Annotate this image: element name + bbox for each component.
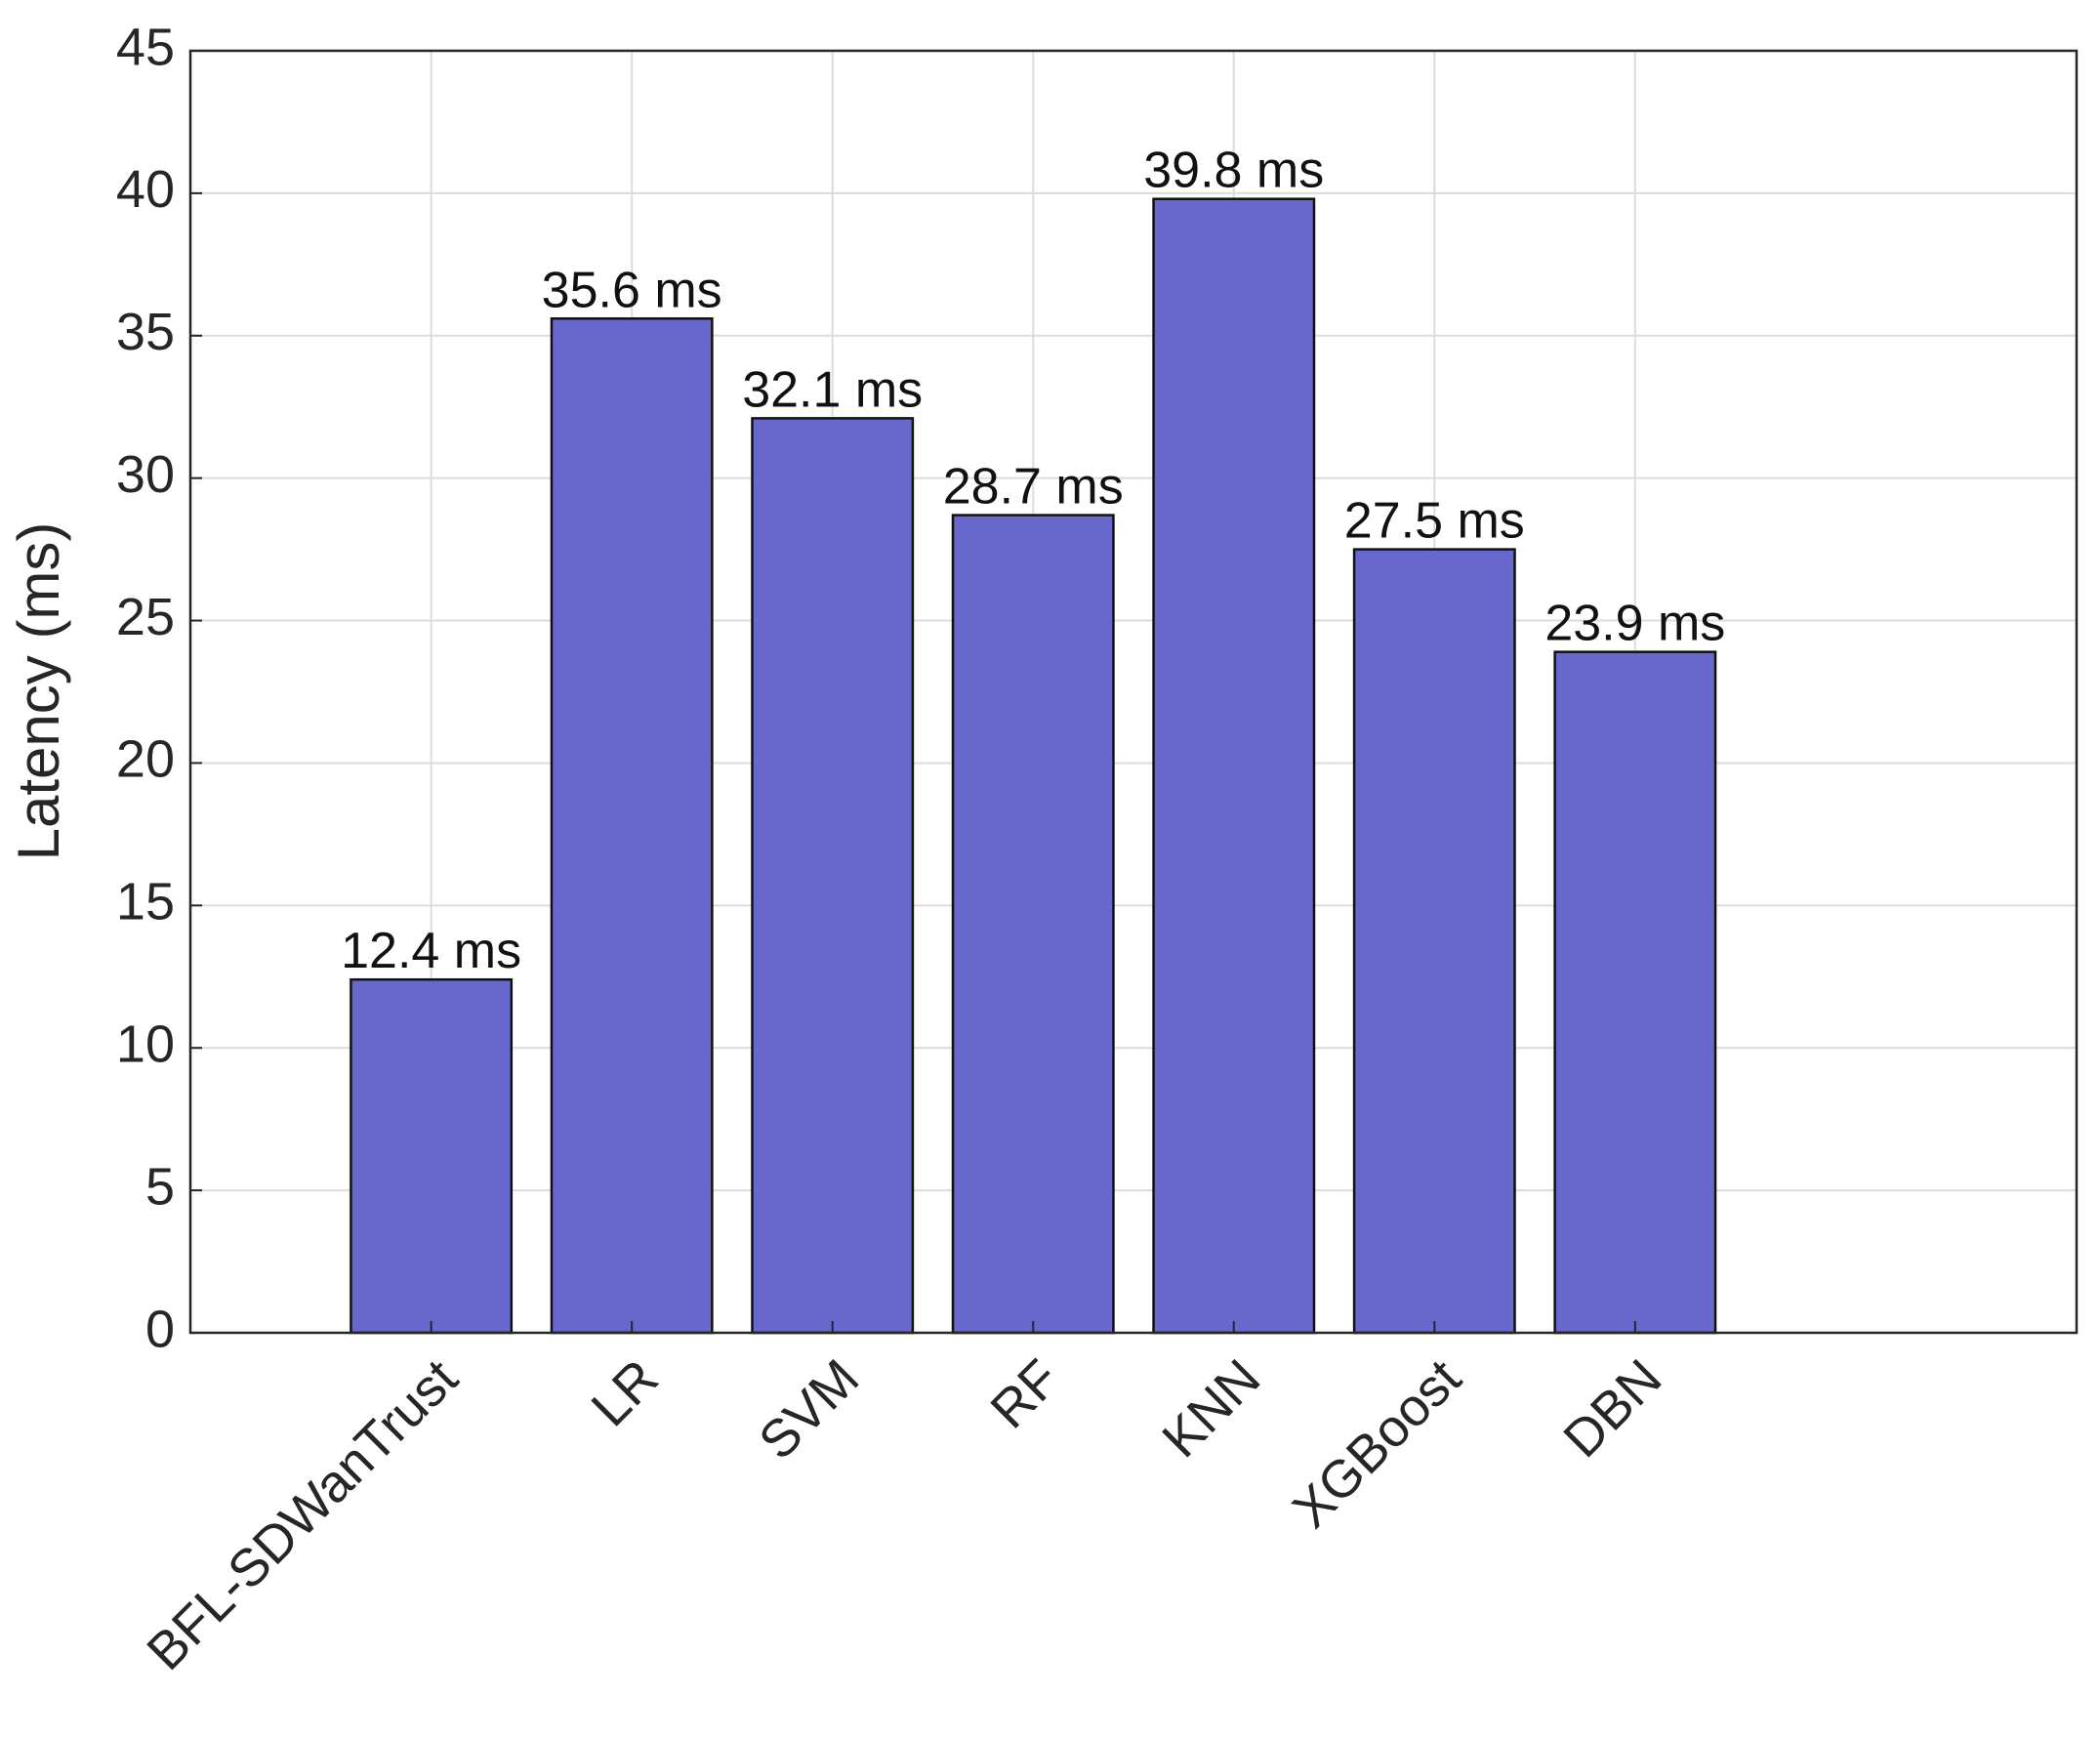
x-tick-label: XGBoost [1282,1348,1472,1539]
bar [751,417,915,1335]
y-axis-label: Latency (ms) [6,522,71,861]
plot-frame [188,49,2079,1335]
y-tick-label: 5 [145,1157,175,1216]
value-label: 28.7 ms [943,459,1124,516]
y-tick-label: 10 [116,1014,175,1073]
x-tick-label: LR [581,1348,670,1437]
value-label: 32.1 ms [742,361,923,418]
y-tick-label: 45 [116,18,175,76]
y-tick-label: 0 [145,1300,175,1358]
x-tick-label: SVM [748,1348,870,1470]
y-tick-label: 20 [116,730,175,789]
y-tick-label: 15 [116,873,175,931]
x-tick-label: BFL-SDWanTrust [136,1348,469,1681]
bar [1152,197,1316,1335]
bar [350,977,514,1335]
bar [550,317,714,1335]
x-tick-label: KNN [1151,1348,1271,1469]
x-tick-label: DBN [1552,1348,1672,1469]
bar [1553,650,1717,1335]
y-tick-label: 30 [116,445,175,504]
x-tick-label: RF [979,1348,1070,1439]
value-label: 27.5 ms [1344,493,1525,550]
bar [1352,548,1516,1335]
bar [951,514,1115,1335]
value-label: 39.8 ms [1143,143,1324,199]
value-label: 12.4 ms [341,923,521,979]
value-label: 23.9 ms [1544,596,1725,652]
y-tick-label: 25 [116,588,175,646]
y-tick-label: 40 [116,160,175,219]
value-label: 35.6 ms [542,262,722,318]
y-tick-label: 35 [116,303,175,361]
